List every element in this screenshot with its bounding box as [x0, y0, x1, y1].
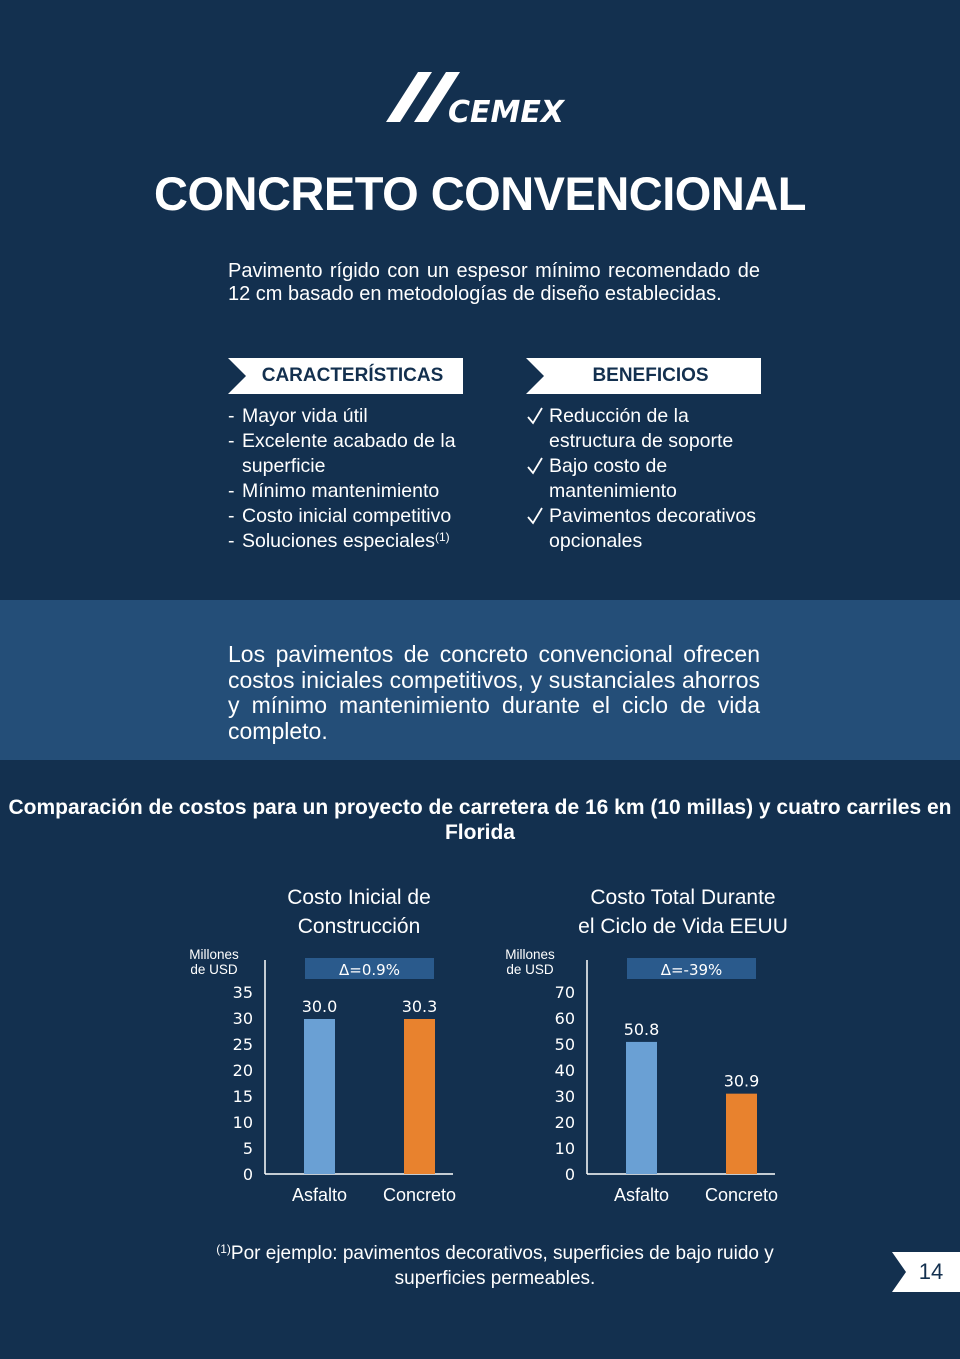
- y-axis-label: Millones: [505, 947, 555, 962]
- benefits-list: Reducción de la estructura de soporte Ba…: [526, 404, 776, 554]
- y-tick-label: 20: [555, 1113, 575, 1132]
- x-tick-label: Asfalto: [292, 1185, 347, 1205]
- y-axis-label: de USD: [506, 962, 554, 977]
- chart-title-line: Costo Total Durante: [590, 886, 775, 909]
- y-tick-label: 40: [555, 1061, 575, 1080]
- x-tick-label: Concreto: [705, 1185, 778, 1205]
- logo-text: CEMEX: [448, 95, 566, 126]
- dash-bullet: -: [228, 480, 235, 502]
- chart-title-line: Costo Inicial de: [287, 886, 431, 909]
- x-tick-label: Asfalto: [614, 1185, 669, 1205]
- y-axis-label: de USD: [190, 962, 238, 977]
- list-item: - Excelente acabado de la superficie: [228, 430, 456, 477]
- characteristics-list: - Mayor vida útil - Excelente acabado de l…: [228, 404, 508, 554]
- characteristics-header-label: CARACTERÍSTICAS: [261, 365, 444, 386]
- bar-value-label: 30.3: [402, 997, 438, 1016]
- y-axis-label: Millones: [189, 947, 239, 962]
- chart-title-line: Construcción: [298, 915, 421, 938]
- page-number: 14: [918, 1259, 944, 1284]
- bar-value-label: 50.8: [624, 1020, 660, 1039]
- y-tick-label: 10: [555, 1139, 575, 1158]
- list-item: Bajo costo de mantenimiento: [526, 454, 776, 504]
- checkmark-icon: [527, 407, 543, 425]
- highlight-band: [0, 600, 960, 760]
- list-item: - Mayor vida útil: [228, 405, 368, 427]
- y-tick-label: 20: [233, 1061, 253, 1080]
- delta-box: [627, 958, 756, 979]
- delta-box: [305, 958, 434, 979]
- list-item: Reducción de la estructura de soporte: [526, 404, 776, 454]
- benefits-header: BENEFICIOS: [526, 358, 761, 394]
- y-tick-label: 5: [243, 1139, 253, 1158]
- y-tick-label: 50: [555, 1035, 575, 1054]
- y-tick-label: 35: [233, 983, 253, 1002]
- bar-concreto: [726, 1093, 757, 1174]
- x-tick-label: Concreto: [383, 1185, 456, 1205]
- bar-value-label: 30.9: [724, 1072, 760, 1091]
- y-tick-label: 30: [555, 1087, 575, 1106]
- intro-paragraph: Pavimento rígido con un espesor mínimo r…: [228, 260, 760, 305]
- bar-asfalto: [304, 1019, 335, 1174]
- cemex-logo: CEMEX: [384, 70, 580, 130]
- page-title: CONCRETO CONVENCIONAL: [154, 167, 806, 220]
- y-tick-label: 10: [233, 1113, 253, 1132]
- dash-bullet: -: [228, 505, 235, 527]
- checkmark-icon: [527, 457, 543, 475]
- list-item: - Mínimo mantenimiento: [228, 480, 440, 502]
- delta-label: Δ=0.9%: [339, 961, 400, 979]
- y-tick-label: 70: [555, 983, 575, 1002]
- footnote-marker: (1): [216, 1242, 231, 1256]
- bar-value-label: 30.0: [302, 997, 338, 1016]
- list-item: - Costo inicial competitivo: [228, 505, 452, 527]
- comparison-title: Comparación de costos para un proyecto d…: [8, 796, 952, 844]
- y-tick-label: 25: [233, 1035, 253, 1054]
- dash-bullet: -: [228, 405, 235, 427]
- y-tick-label: 15: [233, 1087, 253, 1106]
- highlight-text: Los pavimentos de concreto convencional …: [228, 641, 760, 744]
- chart-title-line: el Ciclo de Vida EEUU: [578, 915, 788, 938]
- list-item: - Soluciones especiales(1): [228, 530, 450, 552]
- benefits-header-label: BENEFICIOS: [592, 365, 709, 386]
- y-tick-label: 30: [233, 1009, 253, 1028]
- characteristics-header: CARACTERÍSTICAS: [228, 358, 463, 394]
- footnote-text: Por ejemplo: pavimentos decorativos, sup…: [230, 1243, 774, 1289]
- y-tick-label: 0: [243, 1165, 253, 1184]
- dash-bullet: -: [228, 530, 235, 552]
- footnote: (1)Por ejemplo: pavimentos decorativos, …: [200, 1241, 790, 1291]
- dash-bullet: -: [228, 430, 235, 452]
- list-item: Pavimentos decorativos opcionales: [526, 504, 776, 554]
- y-tick-label: 0: [565, 1165, 575, 1184]
- footnote-marker: (1): [434, 530, 450, 544]
- bar-asfalto: [626, 1041, 657, 1174]
- delta-label: Δ=-39%: [661, 961, 723, 979]
- checkmark-icon: [527, 507, 543, 525]
- bar-concreto: [404, 1019, 435, 1174]
- y-tick-label: 60: [555, 1009, 575, 1028]
